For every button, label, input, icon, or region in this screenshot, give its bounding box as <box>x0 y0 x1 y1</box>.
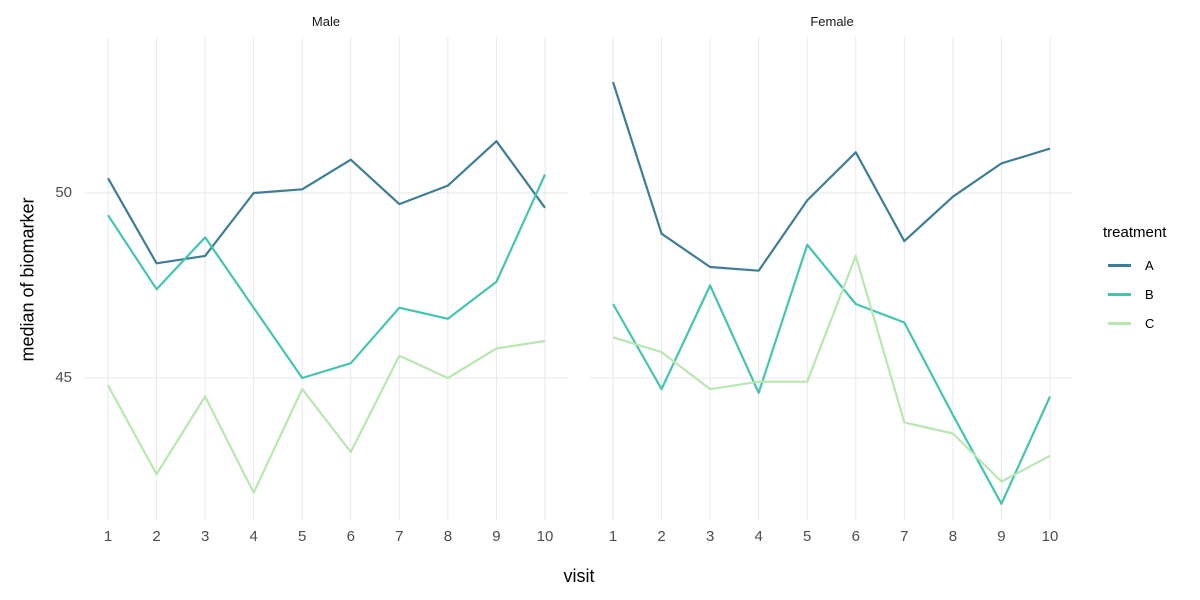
series-line-C-female <box>612 254 1051 483</box>
legend-key-line-C <box>1108 322 1131 325</box>
x-tick-label-female-9: 9 <box>997 528 1006 545</box>
legend-label-C: C <box>1145 316 1155 331</box>
x-tick-label-female-6: 6 <box>851 528 860 545</box>
facet-strip-male: Male <box>311 14 341 29</box>
y-tick-label-50: 50 <box>55 184 72 201</box>
x-tick-label-male-6: 6 <box>346 528 355 545</box>
x-tick-label-male-7: 7 <box>395 528 404 545</box>
series-line-B-female <box>612 243 1052 505</box>
legend-entry-A: A <box>1103 251 1166 280</box>
x-tick-label-male-5: 5 <box>298 528 307 545</box>
legend-label-A: A <box>1145 258 1154 273</box>
legend-title: treatment <box>1103 224 1167 241</box>
x-tick-label-female-5: 5 <box>803 528 812 545</box>
x-tick-label-male-4: 4 <box>249 528 258 545</box>
series-line-A-female <box>611 81 1051 272</box>
series-line-B-male <box>107 174 547 380</box>
x-tick-label-male-1: 1 <box>103 528 113 545</box>
x-tick-label-female-2: 2 <box>657 528 666 545</box>
x-tick-label-female-4: 4 <box>754 528 763 545</box>
x-tick-label-male-10: 10 <box>536 528 554 545</box>
x-tick-label-female-10: 10 <box>1041 528 1059 545</box>
y-axis-title: median of biomarker <box>17 197 38 362</box>
legend-key-line-B <box>1108 293 1131 296</box>
series-line-A-male <box>107 140 546 265</box>
x-tick-label-female-8: 8 <box>948 528 958 545</box>
x-axis-title: visit <box>563 566 595 586</box>
x-tick-label-female-1: 1 <box>608 528 618 545</box>
facet-strip-female: Female <box>810 14 854 29</box>
x-tick-label-female-7: 7 <box>900 528 909 545</box>
legend-entry-B: B <box>1103 280 1166 309</box>
legend-label-B: B <box>1145 287 1154 302</box>
x-tick-label-male-3: 3 <box>200 528 210 545</box>
x-tick-label-male-8: 8 <box>443 528 453 545</box>
x-tick-label-male-9: 9 <box>492 528 501 545</box>
x-tick-label-female-3: 3 <box>705 528 715 545</box>
legend-entry-C: C <box>1103 309 1166 338</box>
series-line-C-male <box>107 339 546 494</box>
x-tick-label-male-2: 2 <box>152 528 161 545</box>
y-tick-label-45: 45 <box>55 369 72 386</box>
legend-key-line-A <box>1108 264 1131 267</box>
